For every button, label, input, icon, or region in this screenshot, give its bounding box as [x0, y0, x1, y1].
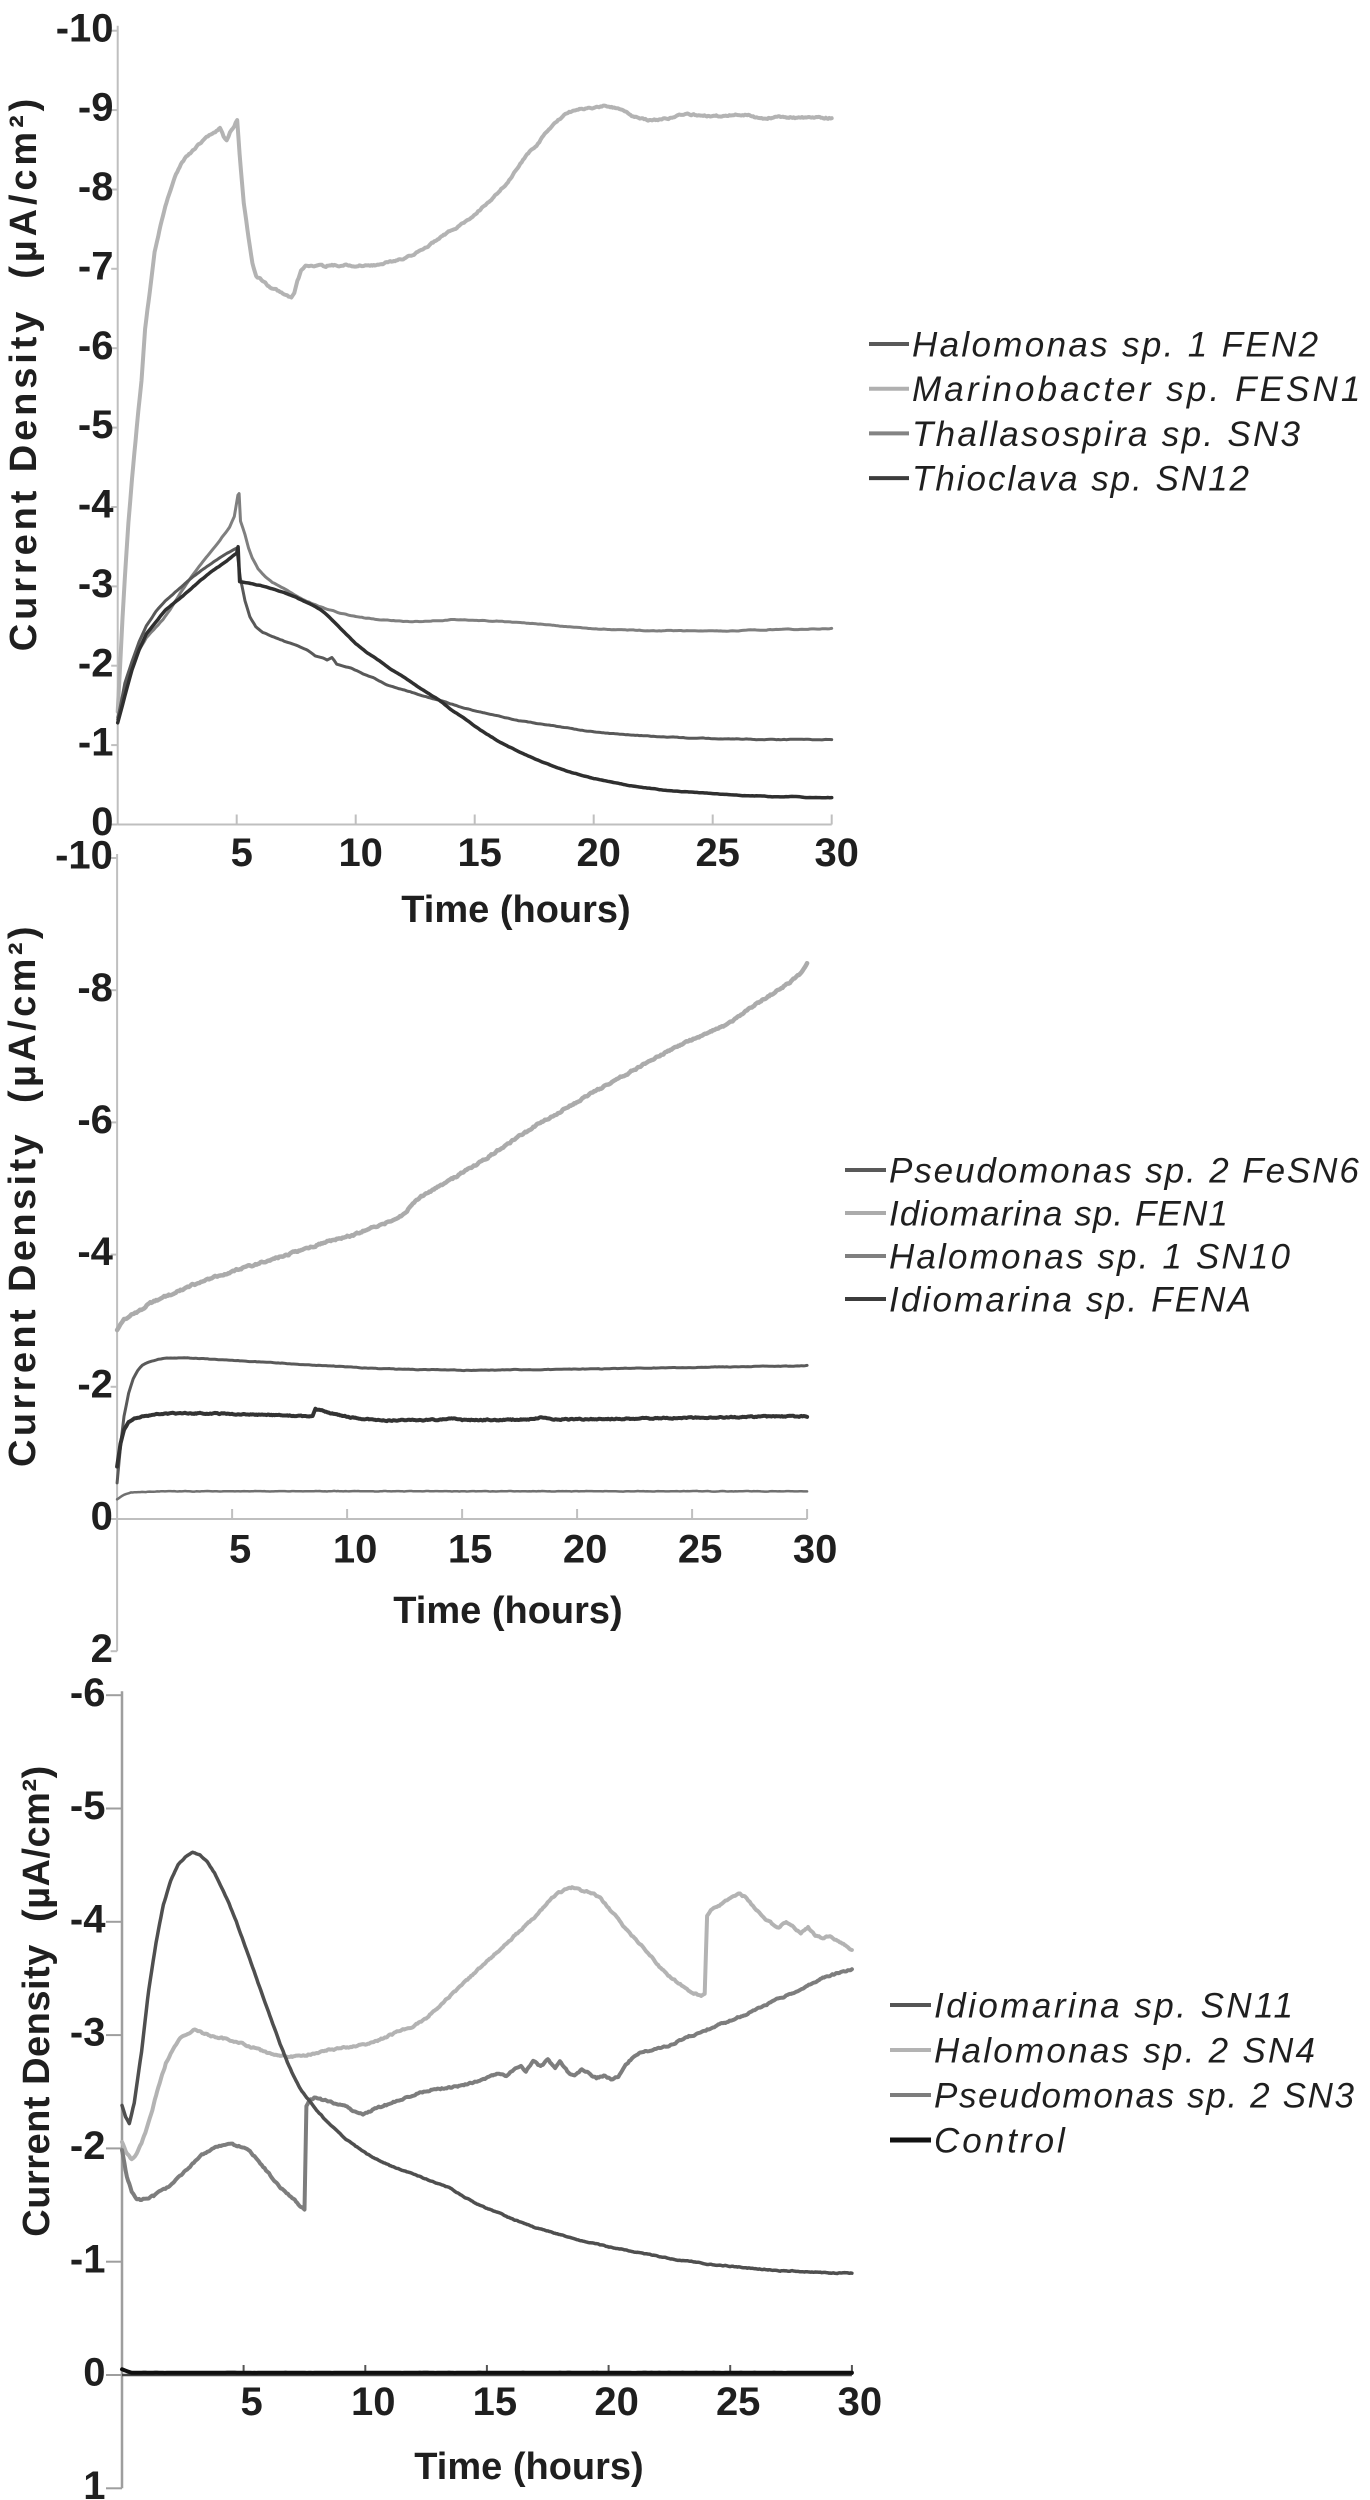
svg-text:Time (hours): Time (hours)	[393, 1590, 622, 1632]
svg-text:Marinobacter sp. FESN1: Marinobacter sp. FESN1	[912, 370, 1363, 409]
svg-text:Current Density (µA/cm²): Current Density (µA/cm²)	[3, 95, 45, 651]
svg-text:-2: -2	[70, 2124, 106, 2168]
svg-text:Halomonas sp. 1 SN10: Halomonas sp. 1 SN10	[889, 1238, 1292, 1277]
svg-text:0: 0	[91, 1495, 113, 1539]
svg-text:-10: -10	[56, 6, 114, 50]
svg-text:20: 20	[576, 831, 621, 875]
svg-text:Current Density (µA/cm²): Current Density (µA/cm²)	[2, 923, 44, 1467]
svg-text:-4: -4	[70, 1897, 106, 1941]
svg-text:25: 25	[678, 1528, 723, 1572]
svg-text:-6: -6	[77, 1098, 113, 1142]
svg-text:-2: -2	[78, 641, 114, 685]
svg-text:5: 5	[231, 831, 253, 875]
svg-text:-6: -6	[78, 324, 114, 368]
svg-text:-5: -5	[78, 403, 114, 447]
svg-text:15: 15	[473, 2380, 518, 2424]
svg-text:Time (hours): Time (hours)	[401, 889, 630, 931]
svg-text:5: 5	[229, 1528, 251, 1572]
svg-text:-4: -4	[78, 483, 114, 527]
svg-text:5: 5	[240, 2380, 262, 2424]
svg-text:25: 25	[695, 831, 740, 875]
svg-text:Time (hours): Time (hours)	[414, 2446, 643, 2488]
svg-text:20: 20	[594, 2380, 639, 2424]
svg-text:15: 15	[457, 831, 502, 875]
svg-text:15: 15	[448, 1528, 493, 1572]
svg-text:25: 25	[716, 2380, 761, 2424]
svg-text:Idiomarina sp. FENA: Idiomarina sp. FENA	[889, 1281, 1253, 1320]
svg-text:10: 10	[351, 2380, 396, 2424]
svg-text:10: 10	[338, 831, 383, 875]
svg-text:-7: -7	[78, 244, 114, 288]
svg-text:-8: -8	[78, 165, 114, 209]
svg-text:30: 30	[814, 831, 859, 875]
svg-text:Idiomarina sp. FEN1: Idiomarina sp. FEN1	[889, 1195, 1229, 1234]
svg-text:Pseudomonas sp. 2 SN3: Pseudomonas sp. 2 SN3	[934, 2077, 1356, 2116]
svg-text:20: 20	[563, 1528, 608, 1572]
svg-text:Thioclava sp. SN12: Thioclava sp. SN12	[912, 460, 1251, 499]
svg-text:-4: -4	[77, 1230, 113, 1274]
svg-text:Control: Control	[934, 2122, 1068, 2161]
svg-text:Idiomarina sp. SN11: Idiomarina sp. SN11	[934, 1987, 1295, 2026]
svg-text:-3: -3	[78, 562, 114, 606]
svg-text:1: 1	[83, 2464, 105, 2500]
svg-text:Pseudomonas sp. 2 FeSN6: Pseudomonas sp. 2 FeSN6	[889, 1152, 1361, 1191]
svg-text:0: 0	[83, 2351, 105, 2395]
svg-text:Halomonas sp. 1 FEN2: Halomonas sp. 1 FEN2	[912, 326, 1320, 365]
svg-text:30: 30	[793, 1528, 838, 1572]
svg-text:10: 10	[333, 1528, 378, 1572]
svg-text:-9: -9	[78, 86, 114, 130]
svg-text:Halomonas sp. 2 SN4: Halomonas sp. 2 SN4	[934, 2032, 1317, 2071]
svg-text:-8: -8	[77, 966, 113, 1010]
svg-text:-2: -2	[77, 1362, 113, 1406]
svg-text:-6: -6	[70, 1671, 106, 1715]
svg-text:-3: -3	[70, 2011, 106, 2055]
svg-text:Current Density (µA/cm²): Current Density (µA/cm²)	[16, 1765, 58, 2236]
svg-text:-1: -1	[70, 2237, 106, 2281]
svg-text:Thallasospira sp. SN3: Thallasospira sp. SN3	[912, 415, 1302, 454]
svg-text:30: 30	[838, 2380, 883, 2424]
svg-text:-1: -1	[78, 721, 114, 765]
svg-text:-5: -5	[70, 1784, 106, 1828]
svg-text:-10: -10	[55, 834, 113, 878]
svg-text:2: 2	[91, 1627, 113, 1671]
svg-text:0: 0	[91, 800, 113, 844]
